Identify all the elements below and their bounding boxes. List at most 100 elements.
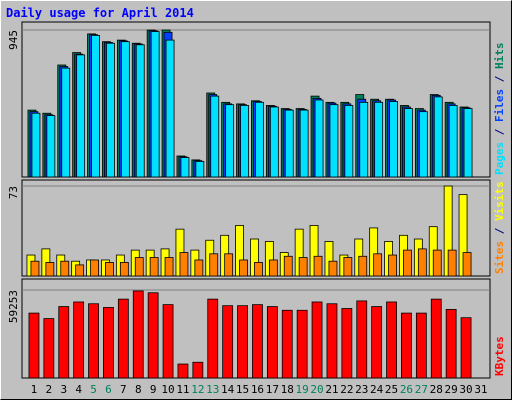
bar	[73, 301, 85, 379]
bar	[343, 257, 353, 277]
bar	[404, 108, 413, 178]
legend-entry: Visits	[493, 181, 506, 221]
x-tick-label: 29	[445, 383, 458, 396]
bar	[117, 298, 129, 379]
bar	[180, 157, 190, 178]
bar	[88, 303, 99, 379]
x-tick-label: 17	[266, 383, 279, 396]
bar	[177, 363, 189, 379]
bar	[460, 317, 472, 379]
x-tick-label: 6	[105, 383, 112, 396]
bar	[403, 249, 412, 277]
legend: KBytes	[493, 336, 506, 376]
bar	[374, 101, 384, 178]
bar	[91, 35, 100, 178]
bar	[299, 109, 309, 178]
bar	[388, 254, 397, 277]
legend-entry: Pages	[493, 142, 506, 175]
bar	[164, 257, 174, 277]
bar	[120, 41, 130, 178]
bar	[149, 257, 159, 277]
bar	[358, 255, 368, 277]
bar	[207, 298, 219, 379]
bar	[225, 104, 235, 178]
bar	[222, 305, 234, 379]
y-tick-label: 73	[7, 186, 20, 199]
bar	[103, 307, 114, 379]
bar	[28, 312, 40, 379]
bar	[401, 312, 412, 379]
bar	[418, 111, 428, 178]
x-tick-label: 2	[46, 383, 53, 396]
bar	[224, 253, 234, 277]
bar	[46, 115, 56, 178]
x-tick-label: 7	[120, 383, 127, 396]
bar	[150, 31, 160, 178]
bar	[432, 249, 442, 277]
bar	[179, 252, 189, 277]
bar	[296, 309, 308, 379]
bar	[298, 257, 308, 277]
bar	[119, 262, 129, 277]
x-tick-label: 9	[150, 383, 157, 396]
bar	[194, 259, 204, 277]
x-tick-label: 25	[385, 383, 398, 396]
x-tick-label: 11	[176, 383, 189, 396]
bar	[268, 259, 278, 277]
y-tick-label: 59253	[7, 290, 20, 323]
bar	[328, 260, 338, 277]
bar	[462, 252, 472, 277]
bar	[356, 300, 368, 379]
bar	[389, 101, 398, 178]
bar	[386, 301, 397, 379]
bar	[463, 108, 473, 178]
x-tick-label: 22	[340, 383, 353, 396]
x-tick-label: 8	[135, 383, 142, 396]
legend-entry: KBytes	[493, 336, 506, 376]
bar	[313, 255, 323, 277]
bar	[195, 161, 205, 178]
bar	[359, 101, 369, 178]
bar	[162, 304, 174, 379]
bar	[341, 308, 353, 379]
bar	[417, 248, 427, 277]
x-tick-label: 30	[459, 383, 472, 396]
x-tick-label: 19	[296, 383, 309, 396]
bar	[240, 105, 249, 178]
bar	[105, 262, 114, 277]
bar	[147, 292, 159, 379]
x-tick-label: 16	[251, 383, 264, 396]
x-tick-label: 24	[370, 383, 384, 396]
x-tick-label: 18	[281, 383, 294, 396]
x-tick-label: 21	[325, 383, 338, 396]
x-tick-label: 31	[474, 383, 487, 396]
bar	[448, 105, 458, 178]
legend-separator: /	[493, 122, 506, 142]
bar	[447, 249, 457, 277]
legend-entry: Files	[493, 89, 506, 122]
bar	[165, 39, 175, 178]
y-tick-label: 945	[7, 30, 20, 50]
bar	[252, 304, 263, 379]
legend: Pages / Files / Hits	[493, 43, 506, 176]
bar	[135, 44, 145, 178]
bar	[314, 99, 324, 178]
bar	[445, 308, 457, 379]
bar	[45, 262, 55, 277]
bar	[209, 253, 219, 277]
legend-entry: Hits	[493, 43, 506, 70]
bar	[106, 42, 115, 178]
x-tick-label: 15	[236, 383, 249, 396]
x-tick-label: 1	[31, 383, 38, 396]
bar	[281, 309, 293, 379]
bar	[239, 259, 248, 277]
bar	[415, 312, 427, 379]
chart-title: Daily usage for April 2014	[6, 6, 194, 20]
x-tick-label: 28	[430, 383, 443, 396]
x-tick-label: 13	[206, 383, 219, 396]
bar	[132, 290, 144, 379]
bar	[192, 361, 204, 379]
bar	[269, 106, 279, 178]
bar	[61, 67, 71, 178]
